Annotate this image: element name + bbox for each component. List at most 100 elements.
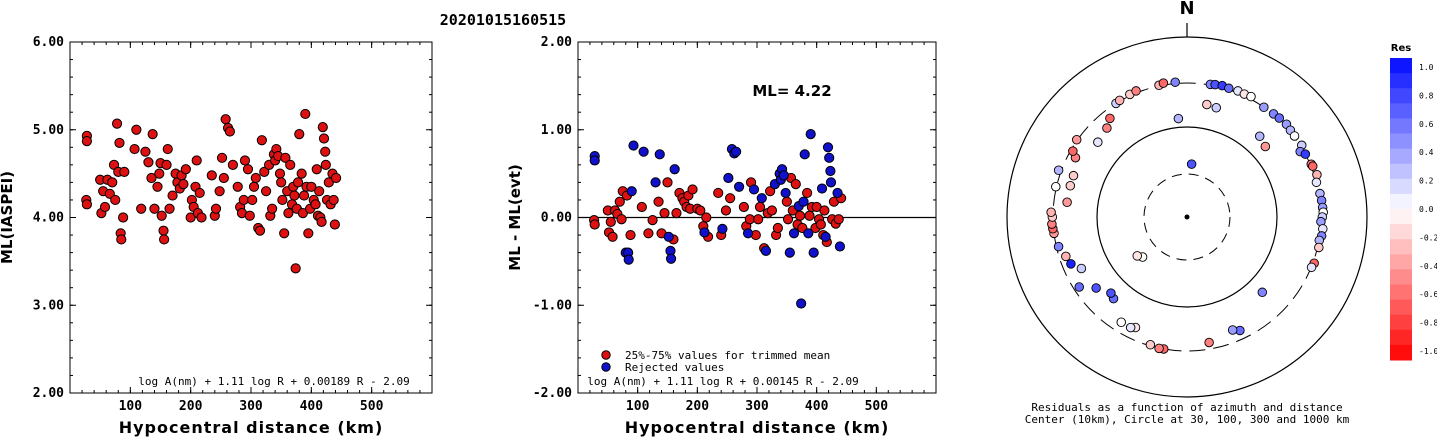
colorbar-swatch (1390, 193, 1412, 210)
station-marker (1061, 251, 1071, 262)
data-point (152, 181, 163, 192)
data-point (605, 216, 616, 227)
data-point (140, 146, 151, 157)
data-point (280, 152, 291, 163)
station-marker (1145, 340, 1156, 350)
station-marker (1065, 180, 1076, 191)
data-point (260, 186, 272, 197)
data-point (227, 159, 238, 170)
data-point (328, 194, 339, 206)
colorbar-swatch (1390, 239, 1412, 255)
data-point (699, 227, 710, 238)
data-point (647, 215, 658, 226)
station-marker (1311, 177, 1322, 188)
data-point (244, 210, 255, 221)
data-point (720, 205, 732, 216)
ml-vs-distance-panel: 2.00 3.00 4.00 5.00 6.00 100 200 300 400 500 Hypoc… (0, 35, 433, 437)
data-point (81, 136, 92, 147)
data-point (825, 165, 836, 177)
station-marker (1091, 283, 1101, 293)
station-marker (1074, 282, 1084, 292)
station-marker (1306, 262, 1317, 273)
station-marker (1066, 259, 1076, 269)
colorbar-swatch (1390, 103, 1412, 119)
data-point (242, 164, 254, 175)
colorbar-swatch (1390, 299, 1412, 316)
colorbar-swatch (1390, 329, 1412, 346)
data-point (808, 247, 819, 258)
station-marker (1076, 263, 1087, 274)
station-marker (1106, 288, 1116, 298)
station-marker (1246, 91, 1256, 102)
data-point (625, 229, 636, 241)
y-axis-label: ML - ML(evt) (506, 164, 524, 270)
data-point (662, 177, 673, 188)
station-marker (1260, 141, 1271, 152)
data-point (283, 208, 294, 219)
y-tick-label: -1.00 (533, 298, 572, 313)
y-tick-label: 0.00 (541, 211, 572, 226)
data-point (285, 159, 296, 170)
data-point (129, 143, 140, 155)
formula-label: log A(nm) + 1.11 log R + 0.00145 R - 2.0… (587, 375, 859, 388)
data-point (822, 142, 834, 153)
data-point (659, 208, 670, 219)
colorbar-tick-label: -0.4 (1419, 262, 1437, 271)
station-marker (1202, 99, 1212, 110)
data-point (687, 184, 698, 195)
station-marker (1259, 102, 1269, 112)
data-point (734, 181, 745, 192)
data-point (81, 199, 92, 210)
data-point (247, 194, 258, 206)
data-point (796, 298, 807, 309)
data-point (782, 214, 794, 225)
y-tick-label: -2.00 (533, 386, 572, 401)
data-point (628, 140, 639, 151)
data-point (259, 166, 270, 177)
data-point (311, 164, 322, 175)
polar-caption-line1: Residuals as a function of azimuth and d… (1031, 401, 1342, 414)
colorbar-swatch (1390, 254, 1412, 270)
data-point (277, 194, 288, 206)
data-point (267, 203, 278, 214)
data-point (254, 225, 266, 236)
data-point (799, 149, 810, 160)
colorbar-swatch (1390, 58, 1412, 74)
data-point (290, 263, 301, 274)
data-point (701, 212, 712, 223)
data-point (833, 214, 844, 225)
data-point (832, 187, 843, 199)
data-point (781, 196, 792, 207)
y-tick-label: 5.00 (33, 123, 64, 138)
colorbar-swatch (1390, 209, 1412, 225)
y-tick-label: 2.00 (33, 386, 64, 401)
data-point (220, 114, 231, 125)
data-point (114, 137, 125, 149)
station-marker (1274, 113, 1285, 123)
legend-marker (601, 350, 611, 360)
x-tick-label: 300 (745, 399, 769, 414)
data-point (149, 203, 160, 214)
data-point (99, 201, 111, 213)
station-marker (1093, 137, 1103, 147)
data-point (159, 234, 170, 245)
data-point (320, 146, 331, 157)
data-point (626, 186, 637, 197)
data-point (306, 181, 317, 192)
colorbar-swatch (1390, 284, 1412, 301)
x-tick-label: 500 (360, 399, 384, 414)
y-tick-label: 3.00 (33, 298, 64, 313)
colorbar-tick-label: 0.8 (1419, 91, 1434, 100)
data-point (695, 205, 706, 216)
ring-100km (1096, 126, 1278, 308)
data-point (158, 225, 169, 236)
data-point (303, 228, 314, 239)
station-marker (1227, 325, 1238, 335)
data-point (669, 164, 680, 175)
data-point (798, 196, 809, 207)
data-point (274, 168, 286, 179)
data-point (232, 181, 243, 192)
station-marker (1053, 241, 1064, 252)
data-point (194, 187, 205, 199)
